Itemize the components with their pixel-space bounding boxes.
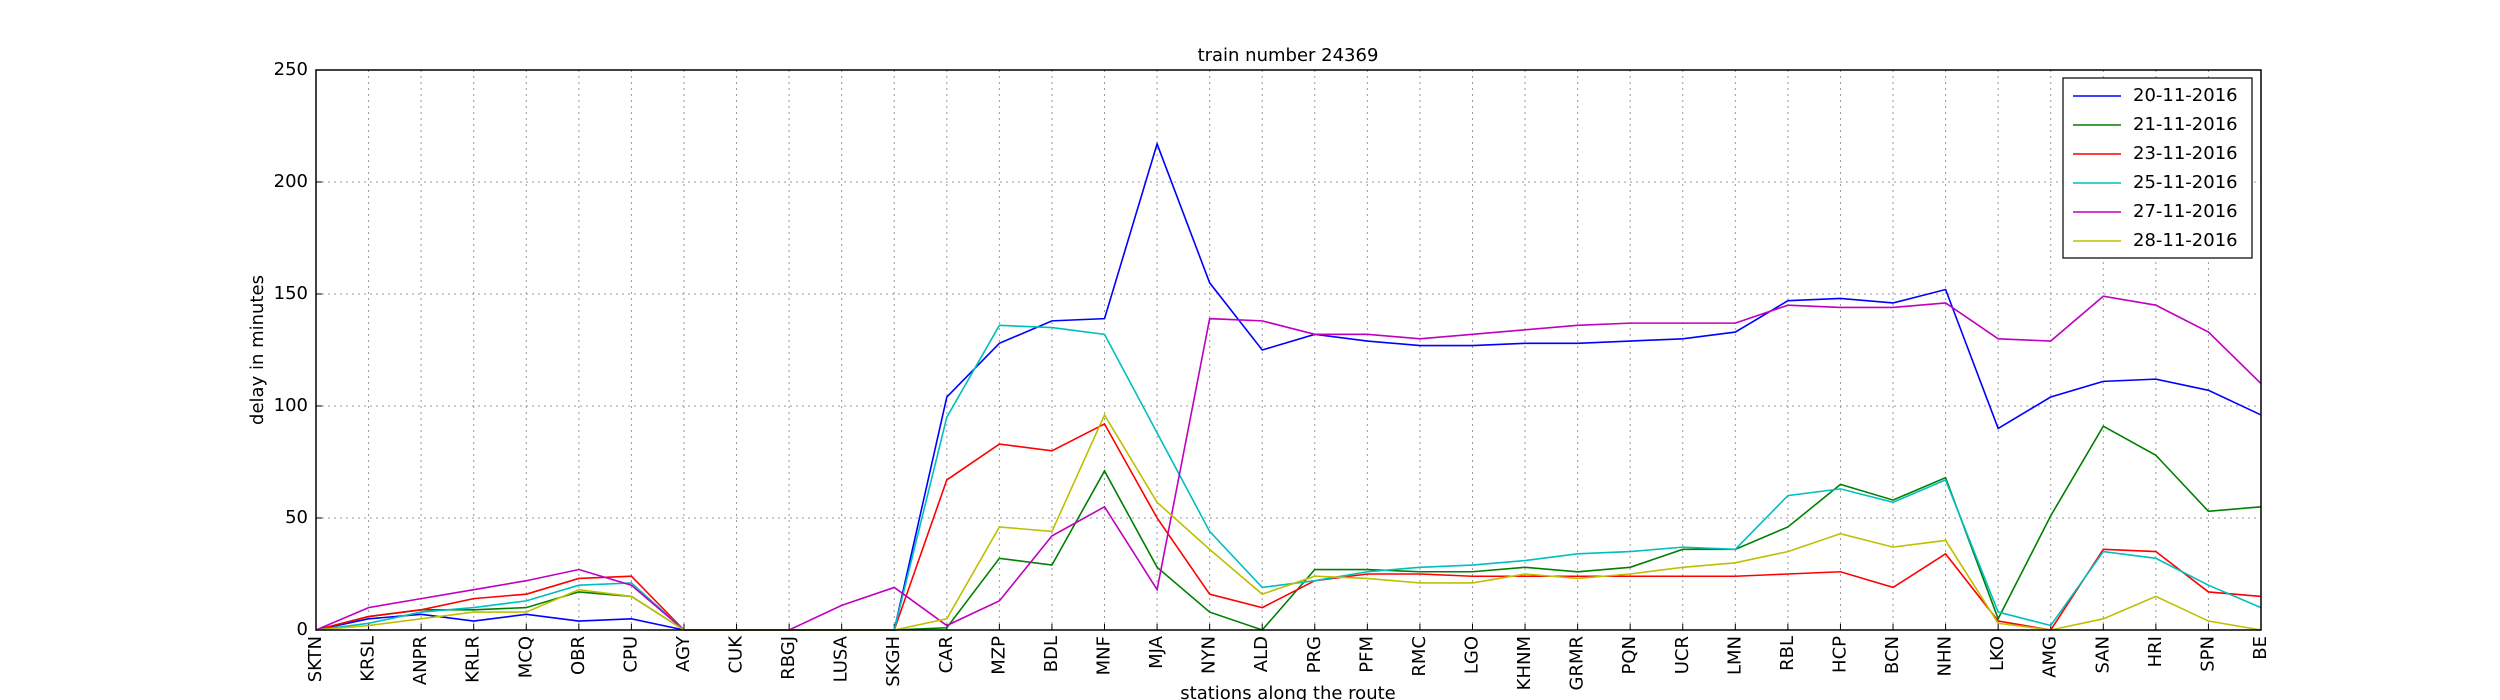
y-tick-label: 100 [274,395,308,416]
x-tick-label: NYN [1199,636,1220,674]
x-tick-label: PRG [1304,636,1325,673]
x-tick-label: SPN [2197,636,2218,672]
x-tick-label: CAR [936,636,957,673]
x-tick-label: MZP [988,636,1009,675]
series-line [315,324,2262,631]
x-tick-label: RBL [1777,636,1798,671]
legend-label: 21-11-2016 [2133,114,2238,135]
y-axis-label: delay in minutes [247,275,268,425]
x-tick-label: LKO [1987,636,2008,671]
plot-frame [315,69,2262,631]
x-tick-label: CPU [620,636,641,673]
x-tick-label: MCQ [515,636,536,678]
x-tick-label: HRI [2145,636,2166,667]
chart-title: train number 24369 [1198,45,1379,66]
x-tick-label: BCN [1882,636,1903,674]
legend-label: 25-11-2016 [2133,172,2238,193]
series-line [315,425,2262,631]
x-tick-label: BE [2250,636,2271,660]
legend-label: 27-11-2016 [2133,201,2238,222]
x-tick-label: KRLR [463,636,484,683]
series-line [315,141,2262,631]
x-tick-label: UCR [1672,636,1693,674]
x-tick-label: PQN [1619,636,1640,675]
x-tick-label: KRSL [358,636,379,682]
x-tick-label: GRMR [1567,636,1588,691]
x-tick-label: CUK [726,635,747,674]
x-tick-label: ALD [1251,636,1272,672]
x-tick-label: LMN [1724,636,1745,675]
x-tick-label: OBR [568,636,589,675]
y-tick-label: 150 [274,283,308,304]
x-tick-label: KHNM [1514,636,1535,690]
series-line [315,413,2262,631]
y-tick-label: 50 [285,507,308,528]
x-tick-label: MJA [1146,635,1167,669]
legend-box [2062,77,2253,259]
legend-label: 20-11-2016 [2133,85,2238,106]
x-tick-label: MNF [1094,636,1115,675]
x-tick-label: PFM [1356,636,1377,673]
x-tick-label: BDL [1041,636,1062,672]
x-tick-label: RBGJ [778,636,799,680]
legend: 20-11-2016 21-11-2016 23-11-2016 25-11-2016… [2062,77,2253,259]
series-line [315,295,2262,631]
x-tick-label: SKTN [305,636,326,682]
series-line [315,422,2262,631]
x-tick-label: AMG [2040,636,2061,678]
x-tick-label: NHN [1935,636,1956,676]
x-tick-label: LGO [1461,636,1482,674]
y-tick-label: 0 [297,619,308,640]
legend-label: 28-11-2016 [2133,230,2238,251]
x-tick-label: LUSA [831,635,852,682]
x-tick-label: AGY [673,635,694,672]
x-axis-label: stations along the route [1180,683,1395,700]
x-tick-label: SAN [2092,636,2113,674]
x-tick-label: HCP [1829,636,1850,673]
y-tick-label: 250 [274,59,308,80]
x-tick-label: ANPR [410,636,431,685]
y-tick-label: 200 [274,171,308,192]
x-tick-label: SKGH [883,636,904,687]
legend-label: 23-11-2016 [2133,143,2238,164]
x-tick-label: RMC [1409,636,1430,677]
